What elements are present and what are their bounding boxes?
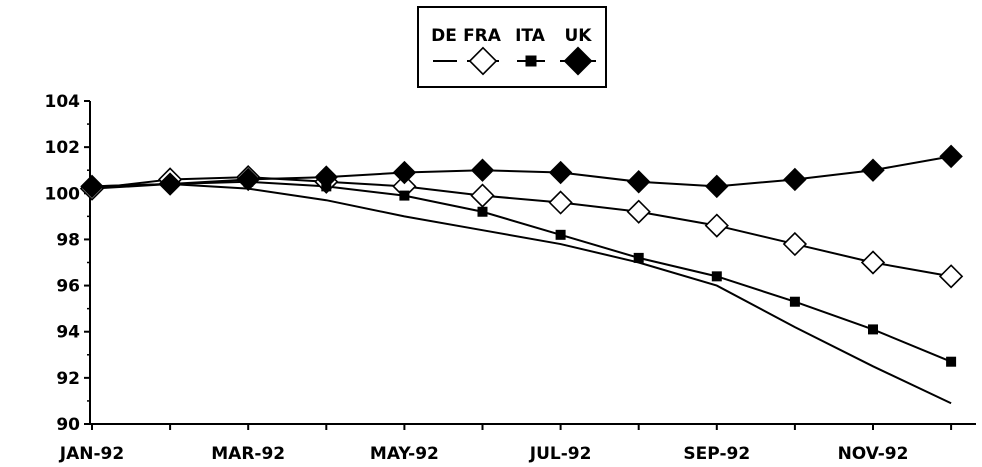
y-tick-label: 90	[56, 415, 80, 435]
x-tick-label: MAR-92	[211, 444, 285, 464]
data-point-uk	[705, 174, 729, 199]
y-tick-label: 102	[45, 138, 81, 158]
y-tick-label: 92	[56, 369, 80, 389]
x-tick-label: NOV-92	[838, 444, 909, 464]
data-point-ita	[711, 271, 722, 282]
data-point-uk	[783, 167, 807, 192]
legend-symbol-ita	[525, 55, 537, 67]
data-point-fra	[704, 213, 729, 238]
data-point-ita	[399, 190, 410, 201]
legend-label-de: DE	[431, 26, 457, 46]
data-point-ita	[633, 252, 644, 263]
x-tick-label: MAY-92	[370, 444, 439, 464]
data-point-fra	[470, 183, 495, 208]
series-line-fra	[91, 176, 952, 278]
data-point-ita	[946, 356, 957, 367]
legend-label-uk: UK	[565, 26, 593, 46]
data-point-fra	[860, 250, 886, 275]
data-point-uk	[470, 158, 495, 182]
series-markers	[79, 144, 964, 367]
legend-box	[417, 6, 607, 88]
data-point-fra	[548, 190, 573, 215]
legend-symbol-fra	[468, 46, 498, 76]
data-point-ita	[477, 206, 488, 217]
data-point-uk	[236, 167, 260, 192]
series-line-de	[91, 183, 952, 405]
data-point-uk	[392, 160, 417, 185]
y-tick-label: 98	[56, 230, 80, 250]
data-point-uk	[939, 144, 963, 169]
data-point-uk	[158, 172, 182, 196]
data-point-uk	[314, 165, 339, 189]
y-tick-label: 100	[45, 184, 81, 204]
legend: DE FRA ITA UK	[417, 6, 607, 88]
legend-label-ita: ITA	[515, 26, 546, 46]
series-line-uk	[91, 155, 952, 188]
series-line-ita	[91, 180, 952, 363]
data-point-uk	[548, 160, 573, 185]
x-tick-label: JAN-92	[59, 444, 124, 464]
y-tick-label: 94	[56, 323, 80, 343]
data-point-uk	[861, 158, 885, 182]
series-lines	[91, 155, 952, 405]
data-point-fra	[626, 199, 651, 224]
data-point-ita	[789, 296, 800, 307]
y-tick-label: 104	[45, 92, 81, 112]
data-point-uk	[80, 174, 104, 199]
data-point-fra	[782, 231, 808, 257]
legend-label-fra: FRA	[463, 26, 502, 46]
data-point-uk	[626, 170, 651, 194]
axes: 90 92 94 96 98 100 102 104 JAN-92 MAR-92 MAY-92 JUL…	[45, 92, 976, 464]
legend-symbol-uk	[563, 46, 593, 76]
x-tick-label: JUL-92	[529, 444, 592, 464]
data-point-fra	[938, 264, 964, 289]
data-point-ita	[555, 229, 566, 240]
data-point-ita	[868, 324, 878, 335]
x-tick-label: SEP-92	[683, 444, 750, 464]
y-tick-label: 96	[56, 277, 80, 297]
